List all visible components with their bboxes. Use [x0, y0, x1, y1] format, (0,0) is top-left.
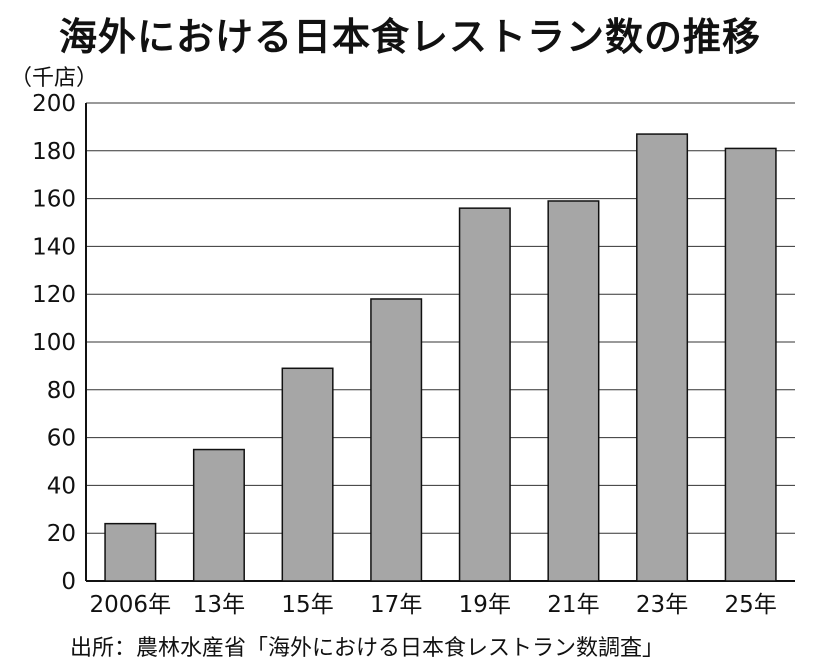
x-tick-label: 19年	[459, 592, 511, 618]
x-tick-label: 25年	[725, 592, 777, 618]
y-tick-label: 60	[47, 426, 76, 452]
x-tick-label: 15年	[281, 592, 333, 618]
x-tick-label: 2006年	[90, 592, 172, 618]
bar	[370, 298, 423, 582]
y-tick-label: 20	[47, 521, 76, 547]
bar	[281, 367, 334, 582]
bar	[192, 448, 245, 582]
y-tick-label: 180	[32, 139, 76, 165]
x-tick-label: 13年	[193, 592, 245, 618]
bar	[458, 207, 511, 582]
y-tick-label: 200	[32, 91, 76, 117]
bar	[636, 133, 689, 582]
y-tick-label: 80	[47, 378, 76, 404]
chart-title: 海外における日本食レストラン数の推移	[58, 15, 761, 59]
y-tick-label: 100	[32, 330, 76, 356]
x-tick-label: 21年	[547, 592, 599, 618]
source-note: 出所：農林水産省「海外における日本食レストラン数調査」	[70, 636, 665, 661]
y-tick-label: 160	[32, 187, 76, 213]
x-tick-label: 23年	[636, 592, 688, 618]
y-tick-label: 40	[47, 473, 76, 499]
y-tick-label: 0	[61, 569, 76, 595]
x-tick-label: 17年	[370, 592, 422, 618]
y-tick-label: 140	[32, 234, 76, 260]
bar	[724, 147, 777, 582]
bar	[104, 522, 157, 582]
y-axis-unit-label: （千店）	[10, 66, 99, 91]
y-tick-label: 120	[32, 282, 76, 308]
bar	[547, 200, 600, 582]
